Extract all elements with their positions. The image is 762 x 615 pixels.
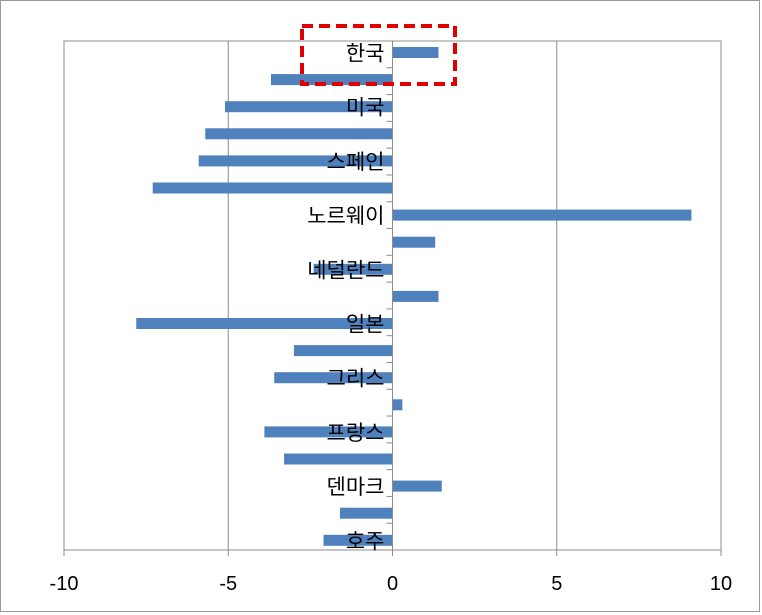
category-label: 미국	[346, 96, 385, 120]
bar	[392, 399, 403, 411]
bar	[198, 155, 393, 167]
bar	[274, 372, 393, 384]
bar	[323, 534, 393, 546]
x-tick-label: -5	[219, 573, 237, 595]
category-label: 네덜란드	[307, 258, 384, 282]
bar	[205, 128, 393, 140]
x-tick-label: 10	[710, 573, 732, 595]
bar	[293, 345, 393, 357]
bar	[313, 263, 393, 275]
highlight-box	[300, 24, 457, 86]
category-label: 그리스	[327, 367, 385, 391]
category-label: 스페인	[327, 150, 385, 174]
bar	[392, 290, 439, 302]
category-label: 노르웨이	[307, 204, 384, 228]
x-tick-label: 5	[551, 573, 562, 595]
bar	[270, 74, 393, 86]
x-tick-label: 0	[387, 573, 398, 595]
x-tick-label: -10	[50, 573, 79, 595]
bar	[392, 480, 442, 492]
bar	[284, 453, 393, 465]
bar	[339, 507, 393, 519]
category-label: 덴마크	[327, 475, 385, 499]
category-label: 한국	[346, 42, 385, 66]
bar	[264, 426, 393, 438]
category-label: 호주	[346, 529, 385, 553]
category-label: 프랑스	[327, 421, 385, 445]
bar	[392, 47, 439, 58]
bar	[392, 236, 436, 248]
bar	[224, 101, 393, 113]
bar	[136, 318, 393, 329]
bar	[392, 209, 692, 221]
category-label: 일본	[346, 313, 385, 337]
bar	[152, 182, 393, 194]
